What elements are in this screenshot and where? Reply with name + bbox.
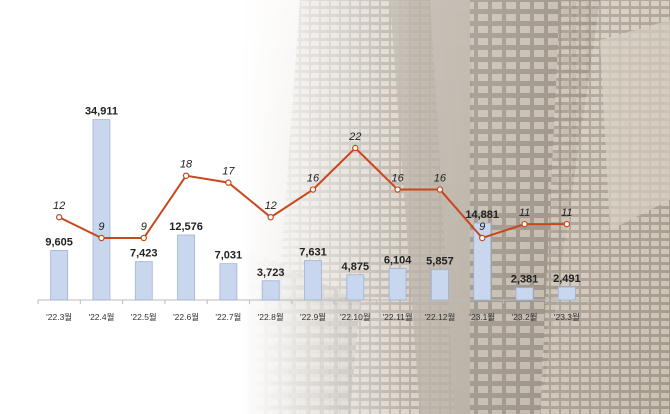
- bar: [92, 119, 111, 301]
- bar-value-label: 34,911: [85, 106, 118, 118]
- bar-value-label: 7,031: [215, 250, 243, 262]
- line-value-label: 18: [180, 159, 193, 171]
- line-point: [563, 220, 571, 228]
- bar: [388, 268, 407, 301]
- x-tick-label: '22.5월: [131, 312, 157, 322]
- x-tick-label: '23.1월: [469, 312, 495, 322]
- line-value-label: 11: [561, 207, 572, 219]
- x-tick-label: '23.2월: [512, 312, 538, 322]
- bar-value-label: 14,881: [465, 209, 499, 221]
- x-tick-label: '23.3월: [554, 312, 580, 322]
- bar: [50, 249, 69, 301]
- bar-value-label: 2,381: [511, 274, 539, 286]
- line-value-label: 16: [391, 173, 404, 185]
- line-value-label: 9: [479, 221, 485, 233]
- bar: [431, 269, 449, 301]
- bar-value-label: 6,104: [384, 254, 412, 266]
- bar-value-label: 3,723: [257, 267, 285, 279]
- bar: [177, 234, 195, 301]
- x-tick-label: '22.9월: [300, 312, 326, 322]
- line-value-label: 17: [222, 166, 235, 178]
- x-tick-label: '22.6월: [173, 312, 199, 322]
- x-tick-label: '22.8월: [258, 312, 284, 322]
- line-value-label: 16: [307, 173, 320, 185]
- x-tick-label: '22.4월: [88, 312, 114, 322]
- bar-value-label: 7,631: [299, 247, 327, 259]
- line-value-label: 22: [348, 131, 361, 143]
- bar: [473, 222, 492, 301]
- bar-value-label: 12,576: [169, 221, 203, 233]
- line-point: [352, 144, 359, 152]
- line-value-label: 9: [98, 221, 104, 233]
- bar-value-label: 2,491: [553, 273, 581, 285]
- line-point: [140, 234, 147, 242]
- line-value-label: 12: [265, 200, 277, 212]
- line-point: [479, 234, 486, 242]
- bar: [557, 286, 576, 301]
- line-value-label: 16: [434, 173, 447, 185]
- bar: [304, 260, 322, 301]
- x-tick-label: '22.11월: [383, 312, 413, 322]
- bar-value-label: 4,875: [342, 261, 370, 273]
- line-point: [521, 220, 528, 228]
- line-point: [267, 214, 274, 221]
- x-tick-label: '22.10월: [340, 312, 371, 322]
- x-tick-label: '22.7월: [215, 312, 241, 322]
- bar-value-label: 5,857: [426, 256, 454, 268]
- bar: [515, 287, 534, 301]
- line-point: [55, 214, 63, 221]
- line-point: [225, 179, 232, 186]
- line-point: [309, 186, 317, 193]
- line-point: [182, 172, 190, 179]
- bar-value-label: 7,423: [130, 248, 158, 260]
- line-point: [436, 186, 444, 193]
- bar-value-label: 9,605: [45, 236, 73, 248]
- line-value-label: 12: [53, 200, 65, 212]
- bar: [134, 261, 153, 301]
- x-tick-label: '22.12월: [425, 312, 456, 322]
- bar: [219, 263, 238, 301]
- bar: [261, 280, 280, 301]
- x-tick-label: '22.3월: [46, 312, 72, 322]
- line-point: [394, 186, 401, 193]
- line-point: [98, 234, 105, 242]
- line-value-label: 9: [141, 221, 147, 233]
- bar: [346, 274, 365, 301]
- line-value-label: 11: [519, 207, 530, 219]
